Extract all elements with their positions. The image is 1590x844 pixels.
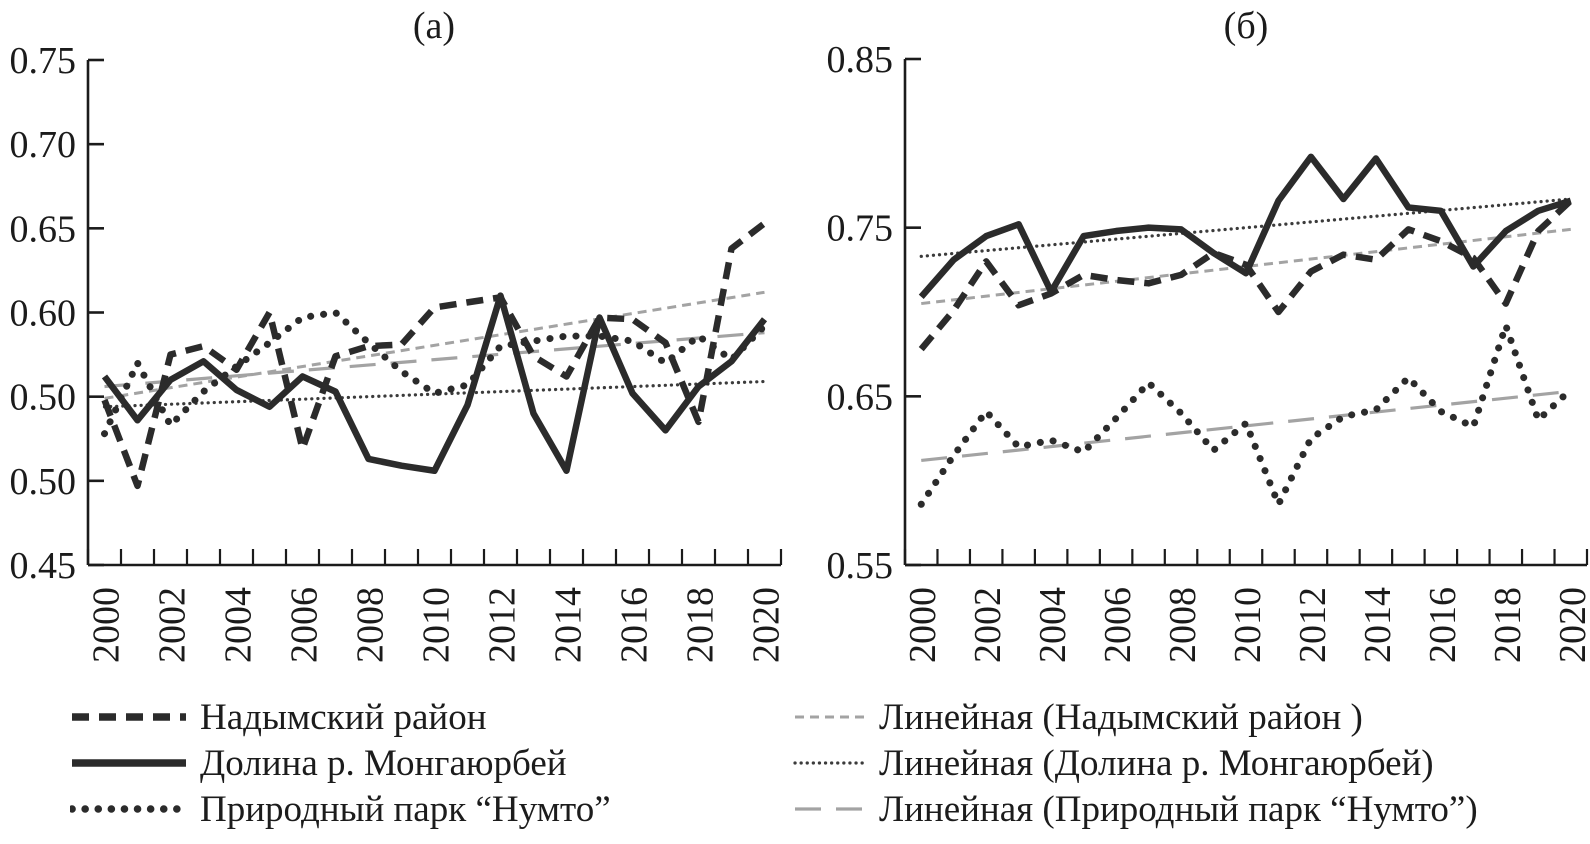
x-tick-label: 2000 [902,587,944,663]
gray-long-dashed-line-swatch-icon [795,807,865,811]
y-tick-label: 0.85 [827,39,894,81]
legend-item-trend-dolina: Линейная (Долина р. Монгаюрбей) [793,740,1478,786]
x-tick-label: 2016 [614,587,656,663]
y-tick-label: 0.60 [10,293,77,335]
y-tick-label: 0.75 [10,40,77,82]
series-thick-dashed-line [101,220,767,490]
legend-item-dolina: Долина р. Монгаюрбей [70,740,611,786]
x-tick-label: 2010 [1227,587,1269,663]
thin-gray-dashed-line-swatch-icon [795,715,865,719]
y-tick-label: 0.70 [10,124,77,166]
x-tick-label: 2006 [284,587,326,663]
x-tick-label: 2002 [967,587,1009,663]
x-tick-label: 2012 [1292,587,1334,663]
thick-solid-line-swatch-icon [72,759,186,767]
legend-label-dolina: Долина р. Монгаюрбей [200,742,567,784]
x-tick-label: 2008 [1162,587,1204,663]
x-tick-label: 2014 [1357,587,1399,663]
x-tick-label: 2016 [1422,587,1464,663]
y-tick-label: 0.45 [10,545,77,587]
legend-series: Надымский район Долина р. Монгаюрбей При… [70,694,611,832]
x-tick-label: 2018 [1487,587,1529,663]
x-tick-label: 2000 [86,587,128,663]
x-tick-label: 2020 [1552,587,1590,663]
legend-item-trend-numto: Линейная (Природный парк “Нумто”) [793,786,1478,832]
x-tick-label: 2006 [1097,587,1139,663]
trendline-thin-dark-dotted-line [102,379,767,409]
x-tick-label: 2020 [746,587,788,663]
legend-label-numto: Природный парк “Нумто” [200,788,611,830]
legend-label-trend-dolina: Линейная (Долина р. Монгаюрбей) [879,742,1434,784]
legend-item-trend-nadymsky: Линейная (Надымский район ) [793,694,1478,740]
x-tick-label: 2004 [1032,587,1074,663]
legend-item-nadymsky: Надымский район [70,694,611,740]
series-thick-solid-line [918,153,1572,299]
legend-label-nadymsky: Надымский район [200,696,487,738]
x-tick-label: 2018 [680,587,722,663]
series-thick-dotted-line [917,321,1575,508]
x-tick-label: 2004 [218,587,260,663]
legend-label-trend-numto: Линейная (Природный парк “Нумто”) [879,788,1478,830]
x-tick-label: 2014 [548,587,590,663]
y-tick-label: 0.55 [827,545,894,587]
thick-dotted-line-swatch-icon [70,805,188,813]
y-tick-label: 0.50 [10,377,77,419]
y-tick-label: 0.65 [827,376,894,418]
y-tick-label: 0.65 [10,208,77,250]
y-tick-label: 0.75 [827,208,894,250]
trendline-gray-long-dashed-line [104,331,765,389]
panel-title-a: (а) [413,5,455,47]
legend-label-trend-nadymsky: Линейная (Надымский район ) [879,696,1363,738]
x-tick-label: 2002 [152,587,194,663]
legend-item-numto: Природный парк “Нумто” [70,786,611,832]
series-thick-solid-line [101,292,768,474]
legend-trendlines: Линейная (Надымский район ) Линейная (До… [793,694,1478,832]
trendline-gray-long-dashed-line [921,389,1571,463]
x-tick-label: 2008 [350,587,392,663]
x-tick-label: 2012 [482,587,524,663]
series-thick-dotted-line [101,309,768,438]
y-tick-label: 0.50 [10,461,77,503]
panel-title-b: (б) [1224,5,1269,47]
x-tick-label: 2010 [416,587,458,663]
thin-dark-dotted-line-swatch-icon [793,761,867,765]
thick-dashed-line-swatch-icon [72,713,186,721]
